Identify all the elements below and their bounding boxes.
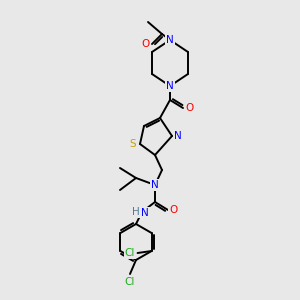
Text: N: N (174, 131, 182, 141)
Text: H: H (132, 207, 140, 217)
Text: Cl: Cl (124, 248, 135, 258)
Text: O: O (142, 39, 150, 49)
Text: Cl: Cl (125, 277, 135, 287)
Text: N: N (141, 208, 149, 218)
Text: S: S (130, 139, 136, 149)
Text: N: N (151, 180, 159, 190)
Text: N: N (166, 81, 174, 91)
Text: O: O (185, 103, 193, 113)
Text: N: N (166, 35, 174, 45)
Text: O: O (169, 205, 177, 215)
